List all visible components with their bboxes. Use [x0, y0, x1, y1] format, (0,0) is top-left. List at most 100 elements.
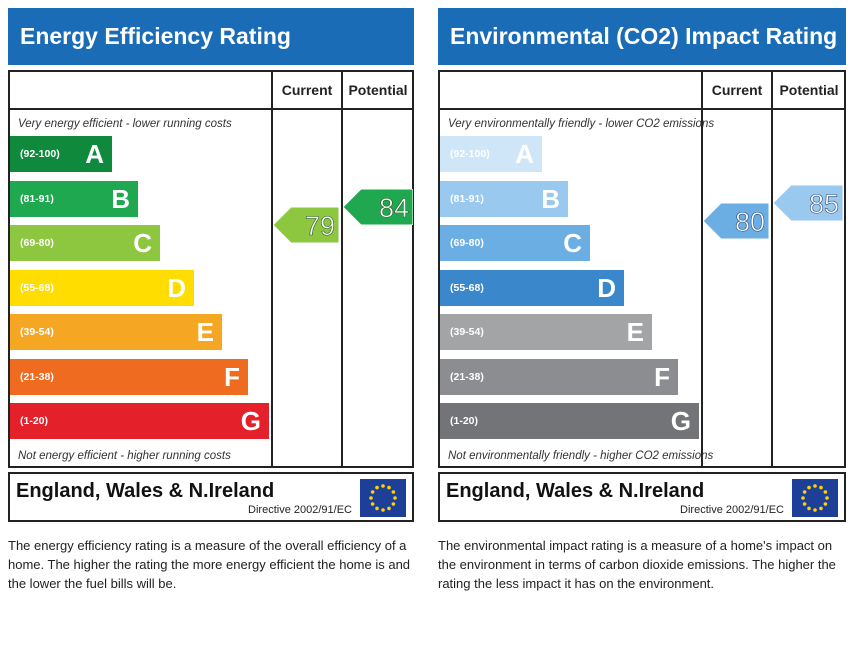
- eu-star-icon: [801, 496, 805, 500]
- rating-band-f: (21-38) F: [440, 358, 678, 395]
- rating-band-g: (1-20) G: [10, 403, 269, 439]
- rating-band-c: (69-80) C: [440, 225, 590, 261]
- eu-star-icon: [802, 502, 807, 506]
- rating-band-c: (69-80) C: [10, 225, 160, 261]
- environmental-impact-description: The environmental impact rating is a mea…: [438, 538, 836, 591]
- eu-star-icon: [823, 490, 828, 494]
- potential-rating-value: 85: [809, 189, 839, 219]
- eu-star-icon: [807, 506, 811, 511]
- eu-star-icon: [375, 485, 379, 490]
- country-label: England, Wales & N.Ireland: [16, 480, 275, 502]
- current-rating-arrow: 79: [273, 206, 339, 243]
- eu-flag-icon: [792, 479, 838, 517]
- current-rating-arrow: 80: [703, 202, 769, 239]
- eu-star-icon: [370, 502, 375, 506]
- top-caption: Very environmentally friendly - lower CO…: [448, 118, 715, 130]
- bottom-caption: Not environmentally friendly - higher CO…: [448, 450, 714, 462]
- band-range-label: (1-20): [20, 415, 49, 427]
- band-range-label: (55-68): [450, 281, 484, 294]
- band-letter: E: [626, 317, 644, 347]
- directive-label: Directive 2002/91/EC: [248, 504, 352, 516]
- eu-star-icon: [807, 485, 811, 490]
- band-range-label: (69-80): [20, 237, 54, 249]
- band-range-label: (55-68): [20, 281, 54, 294]
- column-divider: [271, 72, 273, 466]
- band-range-label: (21-38): [450, 370, 484, 383]
- rating-band-d: (55-68) D: [440, 269, 624, 306]
- band-range-label: (39-54): [20, 326, 54, 338]
- eu-star-icon: [819, 506, 823, 511]
- eu-star-icon: [391, 502, 396, 506]
- potential-rating-arrow: 85: [773, 184, 843, 221]
- rating-band-g: (1-20) G: [440, 403, 699, 439]
- environmental-impact-chart: Current Potential Very environmentally f…: [438, 70, 846, 468]
- band-range-label: (39-54): [450, 326, 484, 338]
- band-letter: G: [240, 406, 261, 436]
- eu-star-icon: [375, 506, 379, 511]
- band-range-label: (69-80): [450, 237, 484, 249]
- band-letter: F: [654, 361, 670, 392]
- rating-band-f: (21-38) F: [10, 358, 248, 395]
- band-letter: D: [167, 272, 186, 303]
- band-letter: D: [597, 272, 616, 303]
- band-letter: C: [133, 228, 152, 258]
- band-range-label: (92-100): [20, 148, 60, 160]
- band-letter: G: [670, 406, 691, 436]
- top-caption: Very energy efficient - lower running co…: [18, 118, 232, 130]
- band-letter: F: [224, 361, 240, 392]
- eu-star-icon: [370, 490, 375, 494]
- band-letter: E: [196, 317, 214, 347]
- rating-band-d: (55-68) D: [10, 269, 194, 306]
- current-rating-value: 79: [305, 211, 335, 241]
- band-letter: B: [541, 183, 560, 214]
- column-divider: [771, 72, 773, 466]
- band-range-label: (81-91): [450, 192, 484, 205]
- potential-column-header: Potential: [348, 82, 408, 98]
- eu-star-icon: [387, 506, 391, 511]
- current-rating-value: 80: [735, 207, 765, 237]
- energy-efficiency-title: Energy Efficiency Rating: [8, 8, 414, 65]
- energy-efficiency-chart: Current Potential Very energy efficient …: [8, 70, 414, 468]
- rating-band-b: (81-91) B: [10, 180, 138, 217]
- environmental-impact-title-text: Environmental (CO2) Impact Rating: [450, 23, 838, 49]
- eu-star-icon: [813, 508, 817, 512]
- rating-band-a: (92-100) A: [440, 136, 542, 172]
- band-range-label: (92-100): [450, 148, 490, 160]
- header-divider: [440, 108, 844, 110]
- eu-star-icon: [819, 485, 823, 490]
- bottom-caption: Not energy efficient - higher running co…: [18, 450, 231, 462]
- eu-star-icon: [393, 496, 397, 500]
- eu-star-icon: [387, 485, 391, 490]
- eu-star-icon: [369, 496, 373, 500]
- energy-efficiency-panel: Energy Efficiency Rating Current Potenti…: [8, 8, 414, 591]
- header-divider: [10, 108, 412, 110]
- country-footer: England, Wales & N.Ireland Directive 200…: [438, 472, 846, 522]
- environmental-impact-title: Environmental (CO2) Impact Rating: [438, 8, 846, 65]
- rating-band-e: (39-54) E: [10, 314, 222, 350]
- directive-label: Directive 2002/91/EC: [680, 504, 784, 516]
- current-column-header: Current: [281, 82, 333, 98]
- potential-column-header: Potential: [779, 82, 839, 98]
- country-label: England, Wales & N.Ireland: [446, 480, 705, 502]
- potential-rating-arrow: 84: [343, 189, 413, 226]
- eu-star-icon: [802, 490, 807, 494]
- band-letter: A: [515, 139, 534, 169]
- column-divider: [341, 72, 343, 466]
- rating-band-b: (81-91) B: [440, 180, 568, 217]
- eu-star-icon: [825, 496, 829, 500]
- band-range-label: (81-91): [20, 192, 54, 205]
- current-column-header: Current: [711, 82, 763, 98]
- band-range-label: (1-20): [450, 415, 479, 427]
- eu-flag-icon: [360, 479, 406, 517]
- energy-efficiency-description: The energy efficiency rating is a measur…: [8, 538, 411, 591]
- band-letter: B: [111, 183, 130, 214]
- band-letter: C: [563, 228, 582, 258]
- environmental-impact-panel: Environmental (CO2) Impact Rating Curren…: [438, 8, 846, 591]
- eu-star-icon: [391, 490, 396, 494]
- eu-star-icon: [381, 484, 385, 488]
- eu-star-icon: [381, 508, 385, 512]
- band-range-label: (21-38): [20, 370, 54, 383]
- band-letter: A: [85, 139, 104, 169]
- column-divider: [701, 72, 703, 466]
- eu-star-icon: [823, 502, 828, 506]
